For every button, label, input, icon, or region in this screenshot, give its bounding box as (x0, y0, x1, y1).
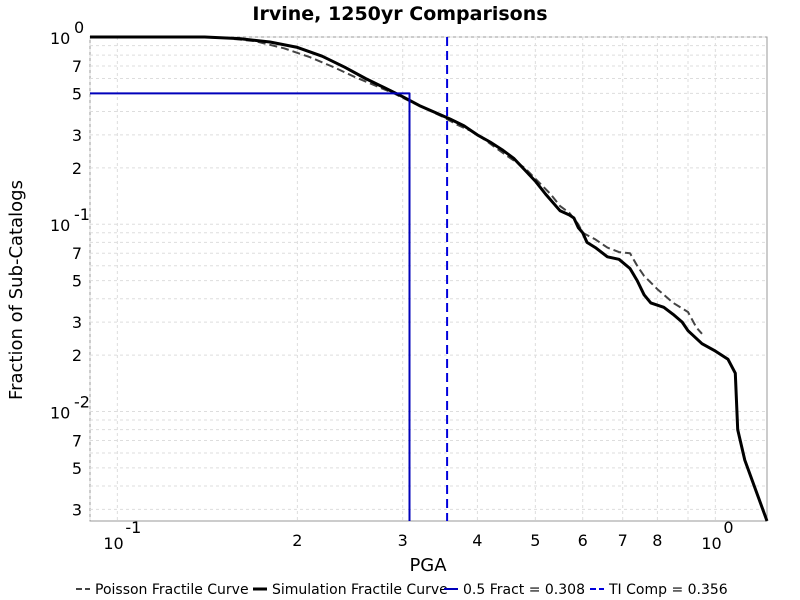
x-tick-exponent: -1 (125, 518, 141, 537)
x-tick-label: 4 (472, 531, 482, 550)
y-tick-label: 5 (72, 459, 82, 478)
y-tick-label: 7 (72, 431, 82, 450)
x-tick-label: 7 (618, 531, 628, 550)
series-line-0-5-fract-0-308 (90, 92, 411, 521)
chart-title: Irvine, 1250yr Comparisons (252, 3, 547, 25)
y-tick-exponent: -2 (74, 392, 90, 411)
x-tick-label: 2 (292, 531, 302, 550)
y-tick-label: 10-2 (50, 392, 90, 422)
y-axis-label: Fraction of Sub-Catalogs (6, 180, 27, 400)
x-axis-label: PGA (409, 555, 447, 576)
legend-label-0-5-fract-0-308: 0.5 Fract = 0.308 (463, 582, 585, 598)
y-tick-label: 5 (72, 84, 82, 103)
x-axis-ticks: 10-12 3 4 5 6 7 8 100 (103, 518, 733, 553)
y-tick-label: 3 (72, 313, 82, 332)
series-layer (90, 35, 769, 522)
x-tick-label: 10-1 (103, 518, 141, 553)
grid (89, 36, 767, 521)
x-tick-label: 5 (530, 531, 540, 550)
x-tick-label: 100 (701, 518, 733, 553)
y-tick-base: 10 (50, 29, 70, 48)
series-line-poisson-fractile-curve (90, 36, 703, 335)
y-tick-label: 100 (50, 18, 84, 48)
y-tick-label: 5 (72, 272, 82, 291)
y-tick-label: 2 (72, 159, 82, 178)
y-tick-base: 10 (50, 216, 70, 235)
x-tick-base: 10 (103, 534, 123, 553)
y-tick-exponent: -1 (74, 205, 90, 224)
y-tick-label: 3 (72, 500, 82, 519)
legend-label-simulation-fractile-curve: Simulation Fractile Curve (272, 582, 448, 598)
series-line-simulation-fractile-curve (90, 35, 769, 522)
y-tick-base: 10 (50, 403, 70, 422)
y-tick-label: 7 (72, 57, 82, 76)
x-tick-base: 10 (701, 534, 721, 553)
x-tick-label: 8 (652, 531, 662, 550)
y-tick-label: 7 (72, 244, 82, 263)
y-tick-label: 10-1 (50, 205, 90, 235)
legend-label-ti-comp-0-356: TI Comp = 0.356 (608, 582, 728, 598)
legend: Poisson Fractile Curve Simulation Fractil… (76, 582, 728, 598)
y-tick-label: 2 (72, 346, 82, 365)
legend-label-poisson-fractile-curve: Poisson Fractile Curve (95, 582, 249, 598)
x-tick-label: 3 (398, 531, 408, 550)
y-tick-label: 3 (72, 126, 82, 145)
y-tick-exponent: 0 (74, 18, 84, 37)
x-tick-exponent: 0 (723, 518, 733, 537)
x-tick-label: 6 (578, 531, 588, 550)
